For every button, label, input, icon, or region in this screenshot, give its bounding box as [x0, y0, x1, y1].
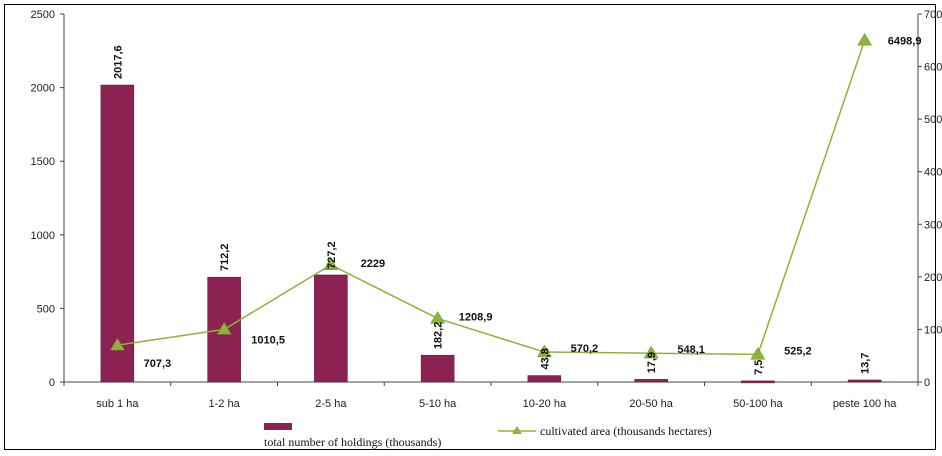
y-tick-label-left: 0 [49, 377, 55, 389]
y-tick-label-right: 700 [924, 9, 942, 21]
chart-frame [4, 4, 936, 450]
area-point-marker [109, 337, 125, 351]
bar-data-label: 43,8 [539, 348, 551, 369]
x-tick-label: 20-50 ha [629, 398, 673, 410]
area-point-marker [750, 346, 766, 360]
line-layer [109, 32, 873, 360]
area-data-label: 525,2 [784, 345, 812, 357]
bar-data-label: 712,2 [219, 244, 231, 272]
x-tick-label: 5-10 ha [419, 398, 457, 410]
area-data-label: 1208,9 [459, 311, 493, 323]
x-tick-label: 50-100 ha [733, 398, 783, 410]
area-point-marker [857, 32, 873, 46]
legend-line-marker [512, 426, 522, 434]
x-tick-label: 1-2 ha [209, 398, 241, 410]
bar-data-label: 182,2 [433, 322, 445, 350]
legend-bar-swatch [264, 423, 292, 430]
y-tick-label-right: 200 [924, 272, 942, 284]
area-data-label: 707,3 [144, 358, 172, 370]
y-tick-label-right: 500 [924, 114, 942, 126]
x-tick-label: 2-5 ha [315, 398, 347, 410]
bar [314, 274, 348, 383]
area-point-marker [430, 310, 446, 324]
bar [100, 84, 135, 383]
bar [741, 380, 775, 384]
bar-data-label: 727,2 [326, 241, 338, 269]
area-data-label: 1010,5 [251, 334, 285, 346]
area-point-marker [216, 321, 232, 335]
legend-line-label: cultivated area (thousands hectares) [540, 424, 712, 438]
bar-data-label: 7,5 [753, 360, 765, 375]
legend: total number of holdings (thousands) cul… [264, 423, 712, 449]
bar [634, 379, 668, 383]
area-point-marker [323, 257, 339, 270]
y-tick-label-left: 1000 [31, 230, 55, 242]
y-tick-label-right: 400 [924, 167, 942, 179]
y-tick-label-right: 300 [924, 219, 942, 231]
y-tick-label-left: 1500 [31, 156, 55, 168]
data-labels-layer: 2017,6 712,2 727,2 182,2 43,8 17,9 7,5 13,7 707,… [112, 35, 921, 375]
bar-data-label: 17,9 [646, 352, 658, 373]
area-point-marker [643, 345, 659, 359]
legend-bar-label: total number of holdings (thousands) [264, 435, 441, 449]
area-series-line [117, 40, 866, 356]
x-tick-label: peste 100 ha [833, 398, 897, 410]
bar [420, 354, 455, 383]
y-tick-label-right: 600 [924, 62, 942, 74]
bar-data-label: 2017,6 [112, 45, 124, 79]
area-point-marker [536, 344, 552, 358]
y-tick-label-right: 100 [924, 324, 942, 336]
area-data-label: 6498,9 [888, 35, 922, 47]
area-data-label: 2229 [361, 258, 385, 270]
x-tick-label: 10-20 ha [523, 398, 567, 410]
area-data-label: 548,1 [677, 344, 705, 356]
bar-data-label: 13,7 [860, 353, 872, 374]
y-tick-label-right: 0 [924, 377, 930, 389]
y-tick-label-left: 2500 [31, 9, 55, 21]
area-data-label: 570,2 [571, 343, 599, 355]
bar [847, 379, 882, 383]
y-tick-label-left: 500 [37, 303, 55, 315]
axes-layer: 0 500 1000 1500 2000 2500 0 100 200 300 400 500 600 7… [31, 9, 942, 410]
bar [527, 375, 562, 383]
x-tick-label: sub 1 ha [96, 398, 139, 410]
y-tick-label-left: 2000 [31, 83, 55, 95]
